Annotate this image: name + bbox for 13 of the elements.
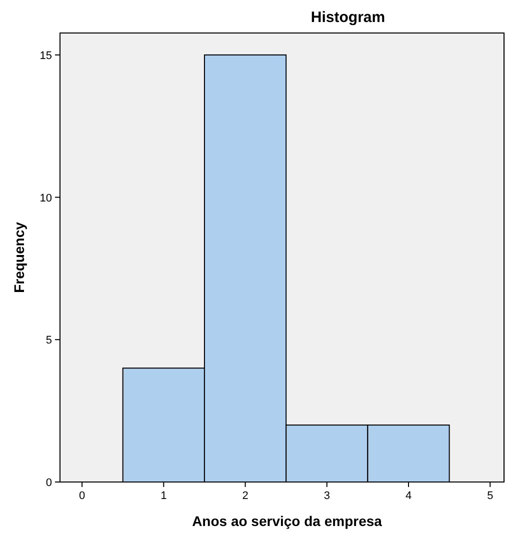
y-tick-label: 5 (46, 334, 52, 347)
x-tick-label: 1 (160, 490, 167, 502)
y-tick-label: 10 (40, 192, 52, 204)
y-axis-title: Frequency (11, 222, 27, 293)
y-tick-label: 0 (46, 477, 52, 489)
chart-title: Histogram (310, 9, 386, 26)
x-axis-title: Anos ao serviço da empresa (192, 513, 382, 529)
x-tick-label: 2 (242, 490, 248, 502)
x-tick-label: 4 (405, 490, 412, 502)
x-tick-label: 3 (324, 490, 330, 502)
x-tick-label: 0 (78, 490, 86, 502)
y-tick-label: 15 (40, 50, 52, 62)
x-tick-label: 5 (487, 490, 494, 502)
